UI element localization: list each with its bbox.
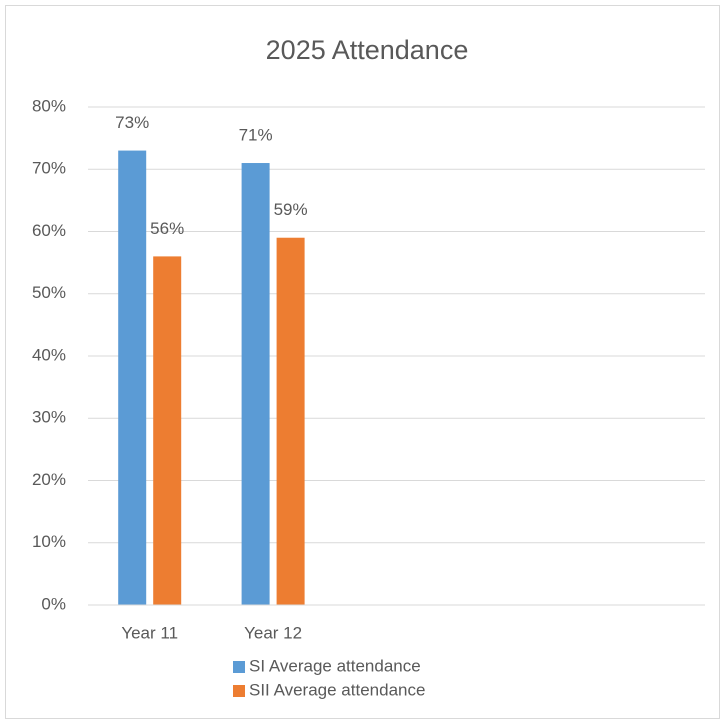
bar bbox=[118, 150, 147, 605]
legend-label: SII Average attendance bbox=[249, 680, 425, 699]
y-tick-label: 0% bbox=[41, 594, 66, 613]
y-tick-label: 60% bbox=[32, 221, 66, 240]
y-tick-label: 10% bbox=[32, 532, 66, 551]
y-tick-label: 80% bbox=[32, 96, 66, 115]
y-tick-label: 50% bbox=[32, 283, 66, 302]
chart-title: 2025 Attendance bbox=[266, 35, 469, 65]
data-label: 71% bbox=[239, 126, 273, 145]
bar bbox=[241, 163, 270, 605]
y-tick-label: 30% bbox=[32, 408, 66, 427]
x-tick-label: Year 12 bbox=[244, 623, 302, 642]
y-tick-label: 20% bbox=[32, 470, 66, 489]
x-tick-label: Year 11 bbox=[121, 623, 178, 642]
chart-border bbox=[5, 5, 720, 719]
y-tick-label: 40% bbox=[32, 345, 66, 364]
legend-swatch bbox=[233, 661, 245, 673]
data-label: 73% bbox=[115, 113, 149, 132]
bar bbox=[276, 237, 305, 605]
legend-swatch bbox=[233, 685, 245, 697]
y-tick-label: 70% bbox=[32, 159, 66, 178]
data-label: 59% bbox=[274, 200, 308, 219]
data-label: 56% bbox=[150, 219, 184, 238]
bar bbox=[153, 256, 182, 605]
legend-label: SI Average attendance bbox=[249, 656, 421, 675]
